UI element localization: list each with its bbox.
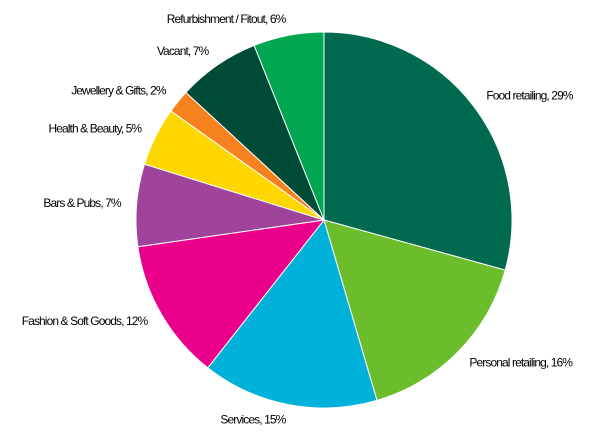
- slice-label: Fashion & Soft Goods, 12%: [22, 314, 149, 328]
- pie-slice: [253, 31, 325, 221]
- slice-label: Refurbishment / Fitout, 6%: [167, 12, 287, 26]
- pie-slice: [207, 218, 378, 409]
- slice-label: Jewellery & Gifts, 2%: [71, 84, 167, 98]
- pie-slice: [323, 31, 513, 271]
- slice-label: Health & Beauty, 5%: [48, 122, 142, 136]
- slice-label: Personal retailing, 16%: [469, 355, 573, 369]
- slice-label: Bars & Pubs, 7%: [43, 196, 121, 210]
- slice-label: Services, 15%: [220, 412, 286, 426]
- pie-slice: [323, 219, 506, 402]
- slice-label: Food retailing, 29%: [486, 89, 574, 103]
- slice-label: Vacant, 7%: [157, 44, 210, 58]
- pie-slice: [137, 219, 326, 369]
